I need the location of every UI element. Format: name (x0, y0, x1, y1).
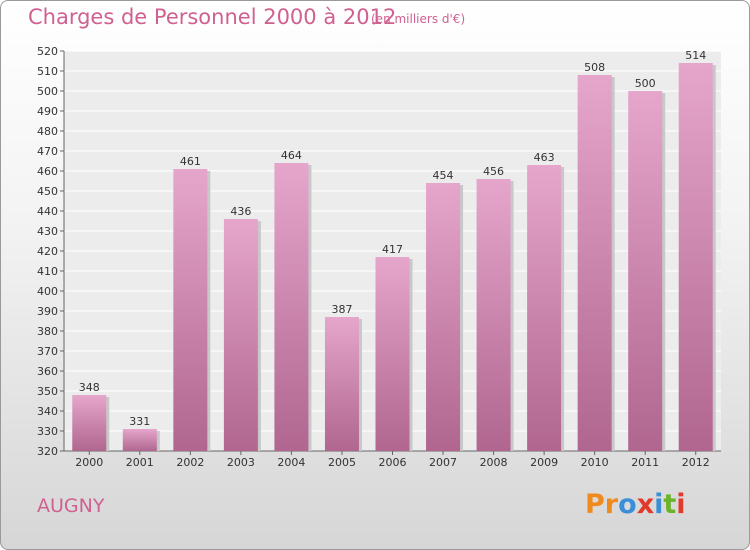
y-tick-label: 520 (37, 45, 58, 58)
x-tick-label: 2001 (126, 456, 154, 469)
bar-2010 (577, 75, 612, 451)
bar-layer (72, 63, 716, 451)
data-label: 387 (331, 303, 352, 316)
y-tick-label: 480 (37, 125, 58, 138)
y-tick-label: 430 (37, 225, 58, 238)
y-tick-label: 470 (37, 145, 58, 158)
x-tick-label: 2003 (227, 456, 255, 469)
bar-2007 (426, 183, 461, 451)
data-label: 461 (180, 155, 201, 168)
logo-letter: x (636, 489, 655, 520)
x-tick-label: 2011 (631, 456, 659, 469)
y-tick-label: 350 (37, 385, 58, 398)
y-tick-label: 330 (37, 425, 58, 438)
y-tick-label: 420 (37, 245, 58, 258)
logo-letter: i (654, 489, 664, 520)
x-tick-label: 2008 (480, 456, 508, 469)
data-label: 463 (534, 151, 555, 164)
x-tick-label: 2000 (75, 456, 103, 469)
y-tick-label: 370 (37, 345, 58, 358)
x-tick-label: 2007 (429, 456, 457, 469)
bar-2009 (527, 165, 562, 451)
bar-2012 (678, 63, 713, 451)
y-tick-label: 410 (37, 265, 58, 278)
y-tick-label: 500 (37, 85, 58, 98)
y-tick-label: 440 (37, 205, 58, 218)
bar-2001 (122, 429, 157, 451)
y-tick-label: 380 (37, 325, 58, 338)
bar-2008 (476, 179, 511, 451)
y-tick-label: 360 (37, 365, 58, 378)
data-label: 508 (584, 61, 605, 74)
y-tick-label: 320 (37, 445, 58, 458)
y-tick-label: 390 (37, 305, 58, 318)
x-tick-label: 2006 (379, 456, 407, 469)
bar-2002 (173, 169, 208, 451)
data-label: 500 (635, 77, 656, 90)
bar-2004 (274, 163, 309, 451)
logo-letter: t (663, 489, 677, 520)
data-label: 454 (433, 169, 454, 182)
proxiti-logo: Proxiti (585, 489, 686, 520)
data-label: 348 (79, 381, 100, 394)
data-label: 417 (382, 243, 403, 256)
x-tick-label: 2002 (176, 456, 204, 469)
logo-letter: i (676, 489, 686, 520)
logo-letter: r (604, 489, 619, 520)
x-tick-label: 2009 (530, 456, 558, 469)
chart-title: Charges de Personnel 2000 à 2012 (28, 5, 397, 29)
data-label: 456 (483, 165, 504, 178)
y-tick-label: 340 (37, 405, 58, 418)
data-label: 464 (281, 149, 302, 162)
y-tick-label: 490 (37, 105, 58, 118)
bar-2011 (628, 91, 663, 451)
bar-2003 (223, 219, 258, 451)
logo-letter: P (585, 489, 605, 520)
chart-subtitle: (en milliers d'€) (371, 12, 466, 26)
x-tick-label: 2005 (328, 456, 356, 469)
y-tick-label: 400 (37, 285, 58, 298)
y-tick-label: 450 (37, 185, 58, 198)
data-label: 331 (129, 415, 150, 428)
x-tick-label: 2010 (581, 456, 609, 469)
bar-2005 (324, 317, 359, 451)
y-tick-label: 510 (37, 65, 58, 78)
bar-2006 (375, 257, 410, 451)
data-label: 436 (230, 205, 251, 218)
commune-name: AUGNY (37, 495, 105, 517)
label-layer: 320 330 340 350 360 370 380 390 400 410 420 430 440 4… (37, 45, 710, 469)
logo-letter: o (618, 489, 637, 520)
y-tick-label: 460 (37, 165, 58, 178)
data-label: 514 (685, 49, 706, 62)
bar-2000 (72, 395, 107, 451)
x-tick-label: 2012 (682, 456, 710, 469)
x-tick-label: 2004 (277, 456, 305, 469)
